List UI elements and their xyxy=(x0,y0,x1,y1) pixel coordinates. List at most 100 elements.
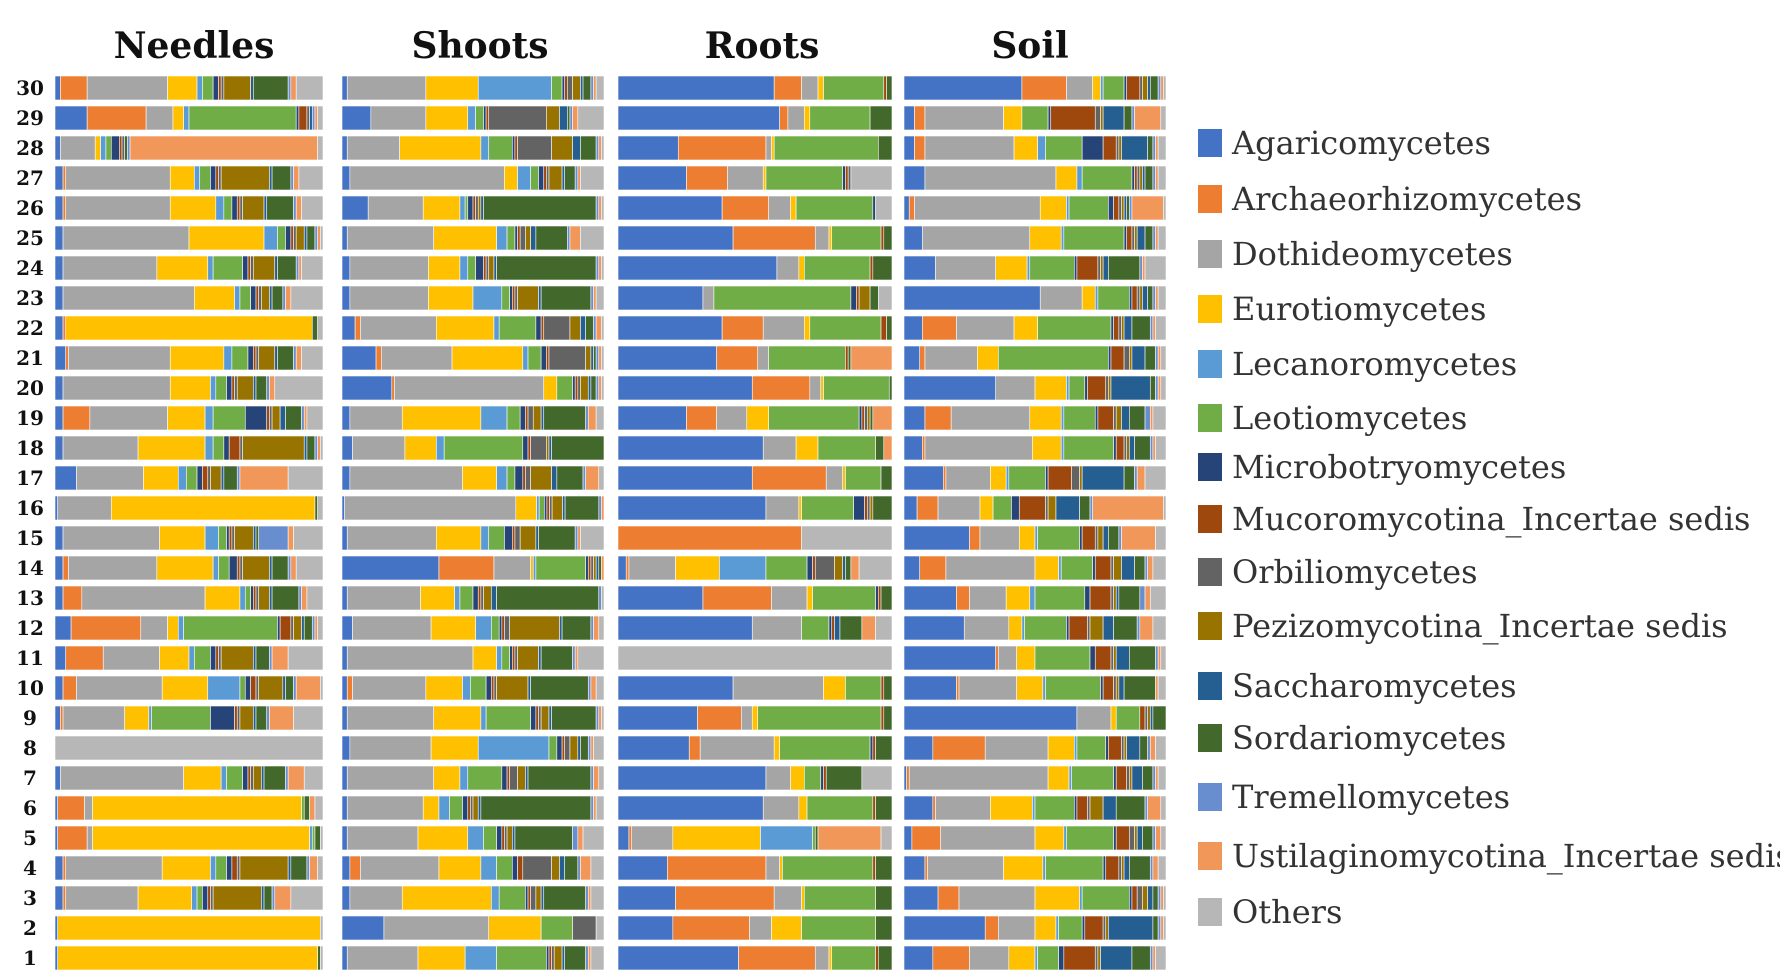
bar-segment-shoots-29-saccharomycetes xyxy=(559,105,568,131)
bar-segment-needles-4-saccharomycetes xyxy=(287,855,292,881)
bar-segment-roots-1-eurotiomycetes xyxy=(828,945,833,971)
bar-segment-shoots-13-agaricomycetes xyxy=(341,585,348,611)
bar-segment-shoots-23-pezizomycotina-incertae-sedis xyxy=(517,285,539,311)
row-label-21: 21 xyxy=(16,346,44,370)
bar-segment-shoots-17-saccharomycetes xyxy=(551,465,558,491)
bar-segment-soil-2-ustilaginomycotina-incertae-sedis xyxy=(1160,915,1164,941)
bar-segment-shoots-20-pezizomycotina-incertae-sedis xyxy=(580,375,589,401)
bar-segment-shoots-24-ustilaginomycotina-incertae-sedis xyxy=(598,255,602,281)
bar-segment-soil-29-pezizomycotina-incertae-sedis xyxy=(1100,105,1104,131)
bar-segment-roots-23-leotiomycetes xyxy=(713,285,852,311)
bar-segment-needles-20-saccharomycetes xyxy=(253,375,257,401)
bar-segment-soil-28-dothideomycetes xyxy=(924,135,1015,161)
bar-segment-soil-7-lecanoromycetes xyxy=(1068,765,1072,791)
bar-segment-soil-22-microbotryomycetes xyxy=(1110,315,1114,341)
bar-segment-needles-3-eurotiomycetes xyxy=(137,885,192,911)
bar-segment-shoots-29-leotiomycetes xyxy=(475,105,484,131)
bar-segment-soil-26-ustilaginomycotina-incertae-sedis xyxy=(1131,195,1164,221)
bar-segment-roots-19-sordariomycetes xyxy=(869,405,874,431)
bar-segment-shoots-27-microbotryomycetes xyxy=(538,165,545,191)
bar-segment-shoots-29-dothideomycetes xyxy=(370,105,427,131)
bar-segment-shoots-26-microbotryomycetes xyxy=(467,195,474,221)
bar-segment-shoots-30-sordariomycetes xyxy=(582,75,592,101)
bar-segment-soil-23-microbotryomycetes xyxy=(1129,285,1133,311)
bar-segment-soil-1-ustilaginomycotina-incertae-sedis xyxy=(1152,945,1156,971)
bar-segment-needles-11-agaricomycetes xyxy=(54,645,67,671)
bar-segment-roots-23-dothideomycetes xyxy=(702,285,715,311)
bar-segment-needles-6-archaeorhizomycetes xyxy=(57,795,85,821)
bar-segment-needles-26-leotiomycetes xyxy=(223,195,233,221)
bar-segment-shoots-15-orbiliomycetes xyxy=(514,525,521,551)
bar-segment-needles-20-lecanoromycetes xyxy=(210,375,217,401)
bar-segment-roots-24-agaricomycetes xyxy=(617,255,778,281)
bar-segment-needles-25-microbotryomycetes xyxy=(285,225,292,251)
bar-segment-soil-13-pezizomycotina-incertae-sedis xyxy=(1113,585,1117,611)
bar-segment-shoots-16-saccharomycetes xyxy=(562,495,566,521)
bar-segment-shoots-19-mucoromycotina-incertae-sedis xyxy=(525,405,529,431)
bar-segment-shoots-29-eurotiomycetes xyxy=(425,105,469,131)
bar-segment-needles-21-dothideomycetes xyxy=(68,345,171,371)
bar-segment-soil-18-eurotiomycetes xyxy=(1032,435,1062,461)
bar-segment-roots-6-dothideomycetes xyxy=(762,795,800,821)
bar-segment-shoots-2-eurotiomycetes xyxy=(488,915,542,941)
bar-segment-soil-22-mucoromycotina-incertae-sedis xyxy=(1113,315,1120,341)
bar-segment-shoots-14-eurotiomycetes xyxy=(530,555,534,581)
bar-segment-needles-19-agaricomycetes xyxy=(54,405,64,431)
bar-segment-soil-16-leotiomycetes xyxy=(992,495,1012,521)
bar-segment-soil-15-microbotryomycetes xyxy=(1079,525,1083,551)
bar-segment-needles-26-lecanoromycetes xyxy=(215,195,225,221)
bar-segment-roots-15-archaeorhizomycetes xyxy=(617,525,802,551)
bar-segment-shoots-15-agaricomycetes xyxy=(341,525,348,551)
bar-segment-roots-17-sordariomycetes xyxy=(880,465,893,491)
bar-segment-soil-18-tremellomycetes xyxy=(1149,435,1154,461)
bar-segment-roots-25-agaricomycetes xyxy=(617,225,734,251)
bar-segment-soil-13-eurotiomycetes xyxy=(1005,585,1031,611)
bar-segment-needles-21-lecanoromycetes xyxy=(223,345,233,371)
bar-segment-needles-3-saccharomycetes xyxy=(261,885,265,911)
bar-segment-soil-20-leotiomycetes xyxy=(1068,375,1086,401)
row-label-14: 14 xyxy=(16,556,44,580)
bar-segment-needles-5-others xyxy=(320,825,324,851)
bar-segment-shoots-14-lecanoromycetes xyxy=(532,555,537,581)
bar-segment-needles-29-dothideomycetes xyxy=(145,105,174,131)
bar-segment-shoots-10-sordariomycetes xyxy=(530,675,589,701)
bar-segment-shoots-19-saccharomycetes xyxy=(540,405,545,431)
bar-segment-roots-21-ustilaginomycotina-incertae-sedis xyxy=(850,345,893,371)
bar-segment-needles-19-others xyxy=(306,405,324,431)
bar-segment-needles-15-others xyxy=(293,525,324,551)
bar-segment-soil-24-dothideomycetes xyxy=(935,255,997,281)
bar-segment-needles-8-others xyxy=(54,735,324,761)
bar-segment-needles-13-microbotryomycetes xyxy=(250,585,254,611)
bar-segment-needles-4-orbiliomycetes xyxy=(236,855,241,881)
bar-segment-soil-28-ustilaginomycotina-incertae-sedis xyxy=(1155,135,1159,161)
bar-segment-needles-1-eurotiomycetes xyxy=(57,945,318,971)
row-label-5: 5 xyxy=(23,826,37,850)
bar-segment-shoots-23-lecanoromycetes xyxy=(472,285,503,311)
bar-segment-soil-6-saccharomycetes xyxy=(1102,795,1117,821)
bar-segment-needles-27-tremellomycetes xyxy=(290,165,294,191)
bar-segment-needles-9-eurotiomycetes xyxy=(124,705,150,731)
bar-segment-roots-14-lecanoromycetes xyxy=(719,555,767,581)
bar-segment-roots-22-leotiomycetes xyxy=(809,315,882,341)
bar-segment-soil-2-mucoromycotina-incertae-sedis xyxy=(1084,915,1104,941)
bar-segment-needles-15-microbotryomycetes xyxy=(226,525,230,551)
bar-segment-shoots-23-tremellomycetes xyxy=(590,285,594,311)
bar-segment-soil-7-saccharomycetes xyxy=(1131,765,1143,791)
bar-segment-shoots-27-saccharomycetes xyxy=(561,165,566,191)
bar-segment-needles-7-leotiomycetes xyxy=(226,765,243,791)
bar-segment-shoots-23-sordariomycetes xyxy=(540,285,592,311)
bar-segment-shoots-19-tremellomycetes xyxy=(585,405,589,431)
bar-segment-shoots-12-mucoromycotina-incertae-sedis xyxy=(501,615,505,641)
bar-segment-soil-5-microbotryomycetes xyxy=(1113,825,1117,851)
bar-segment-needles-25-orbiliomycetes xyxy=(293,225,297,251)
bar-segment-shoots-12-lecanoromycetes xyxy=(475,615,492,641)
bar-segment-roots-27-dothideomycetes xyxy=(727,165,764,191)
bar-segment-roots-13-agaricomycetes xyxy=(617,585,704,611)
bar-segment-needles-25-tremellomycetes xyxy=(314,225,318,251)
bar-segment-needles-21-microbotryomycetes xyxy=(247,345,254,371)
bar-segment-shoots-9-saccharomycetes xyxy=(548,705,552,731)
bar-segment-needles-29-orbiliomycetes xyxy=(306,105,310,131)
bar-segment-shoots-15-tremellomycetes xyxy=(574,525,579,551)
panel-title-roots: Roots xyxy=(705,25,820,67)
bar-segment-soil-23-lecanoromycetes xyxy=(1094,285,1099,311)
